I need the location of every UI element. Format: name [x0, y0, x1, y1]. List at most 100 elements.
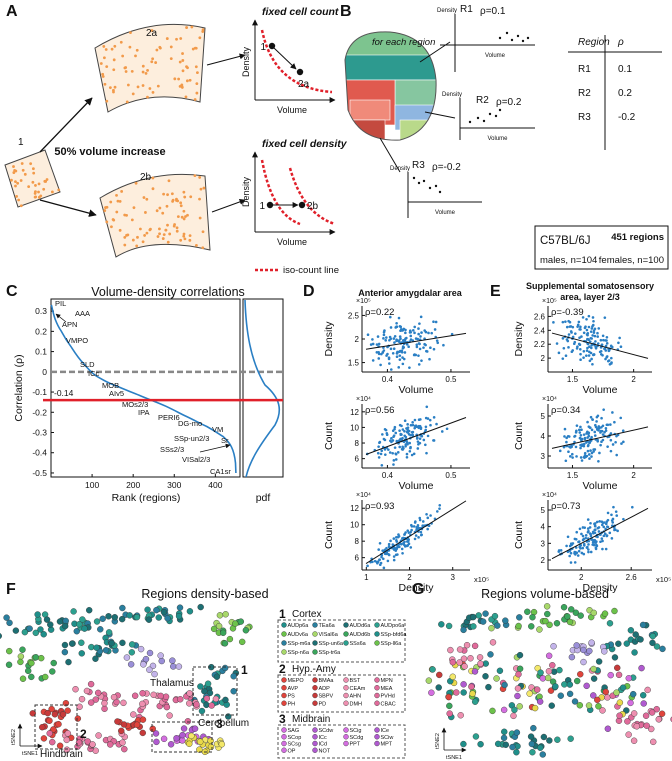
scatter-dot: [414, 353, 418, 357]
scatter-dot: [429, 346, 432, 350]
cell-dot: [12, 165, 15, 168]
scatter-dot: [581, 526, 585, 529]
label: R2: [476, 95, 489, 106]
cell-dot: [161, 237, 165, 240]
scatter-dot: [401, 551, 404, 555]
tsne-dot: [528, 740, 536, 748]
scatter-dot: [615, 514, 619, 517]
inset-dot: [281, 685, 287, 691]
cell-dot: [115, 193, 118, 197]
scatter-dot: [392, 547, 395, 550]
tsne-dot: [68, 640, 76, 647]
tsne-dot: [64, 707, 71, 714]
tsne-dot: [3, 614, 10, 621]
y-tick-label: 12: [350, 504, 359, 513]
cell-dot: [109, 200, 113, 204]
region-label: VM: [212, 425, 223, 434]
scatter-dot: [392, 463, 395, 466]
y-tick-label: 4: [541, 432, 546, 441]
tsne-dot: [527, 733, 535, 740]
tsne-dot: [210, 625, 218, 633]
cell-dot: [175, 226, 179, 230]
tsne-dot: [469, 690, 476, 697]
cell-dot: [37, 190, 40, 194]
scatter-dot: [410, 523, 413, 527]
label: Density: [241, 46, 251, 77]
region-label: SBPV: [319, 694, 334, 700]
cell-dot: [169, 45, 173, 49]
region-label: SCig: [350, 728, 362, 734]
tsne-dot: [550, 643, 557, 650]
tsne-dot: [47, 621, 54, 628]
region-label: SCdw: [319, 728, 334, 734]
scatter-dot: [398, 429, 401, 432]
inset-dot: [281, 734, 287, 740]
inset-dot: [374, 700, 380, 706]
cell-dot: [162, 233, 166, 237]
label: Region: [578, 37, 610, 48]
scatter-dot: [558, 449, 562, 453]
inset-dot: [374, 685, 380, 691]
tsne-dot: [32, 654, 40, 661]
tsne-dot: [460, 626, 467, 634]
label: Volume: [398, 480, 433, 492]
tsne-dot: [590, 665, 597, 673]
scatter-dot: [577, 549, 581, 553]
label: 0.2: [618, 88, 632, 99]
scatter-dot: [400, 349, 404, 353]
scatter-dot: [430, 331, 434, 335]
tsne-dot: [655, 716, 662, 723]
inset-dot: [312, 631, 318, 637]
tsne-dot: [107, 741, 114, 748]
scatter-dot: [369, 343, 373, 346]
scatter-dot: [567, 319, 570, 323]
line: [273, 47, 297, 70]
tsne-dot: [78, 695, 86, 703]
example-dot: [417, 181, 421, 185]
cell-dot: [188, 234, 192, 238]
region-label: AUDpo6a: [381, 623, 406, 629]
x-tick-label: 400: [208, 480, 222, 490]
tsne-dot: [640, 692, 647, 699]
cell-dot: [144, 71, 148, 75]
cell-dot: [158, 206, 162, 210]
scatter-dot: [427, 524, 431, 527]
tsne-dot: [658, 710, 666, 717]
scatter-dot: [381, 433, 384, 436]
tsne-dot: [477, 740, 484, 748]
y-tick-label: 2.2: [534, 340, 546, 349]
cell-dot: [23, 172, 27, 176]
scatter-dot: [586, 337, 590, 341]
scatter-dot: [561, 337, 565, 340]
tsne-dot: [38, 654, 45, 662]
scatter-dot: [389, 337, 393, 340]
tsne-dot: [576, 702, 584, 709]
label: ×10⁵: [542, 298, 557, 305]
cell-dot: [111, 218, 115, 221]
cell-dot: [199, 187, 203, 191]
label: Count: [513, 521, 525, 549]
tsne-dot: [568, 653, 576, 661]
scatter-dot: [569, 330, 573, 333]
label: Density: [513, 321, 525, 357]
tsne-dot: [50, 726, 57, 733]
tsne-dot: [191, 725, 199, 732]
scatter-dot: [400, 547, 404, 551]
tsne-dot: [502, 617, 509, 624]
label: ρ=0.2: [496, 97, 522, 108]
scatter-dot: [613, 420, 616, 424]
scatter-dot: [432, 439, 435, 442]
scatter-dot: [579, 425, 582, 429]
label: 1: [260, 42, 266, 53]
line: [199, 443, 231, 453]
scatter-dot: [594, 423, 597, 427]
inset-dot: [374, 631, 380, 637]
state-point: [268, 42, 276, 50]
example-dot: [438, 190, 442, 194]
label: 1: [259, 201, 265, 212]
scatter-dot: [561, 357, 565, 360]
cell-dot: [131, 238, 135, 242]
scatter-dot: [393, 335, 397, 338]
tsne-dot: [61, 641, 69, 649]
